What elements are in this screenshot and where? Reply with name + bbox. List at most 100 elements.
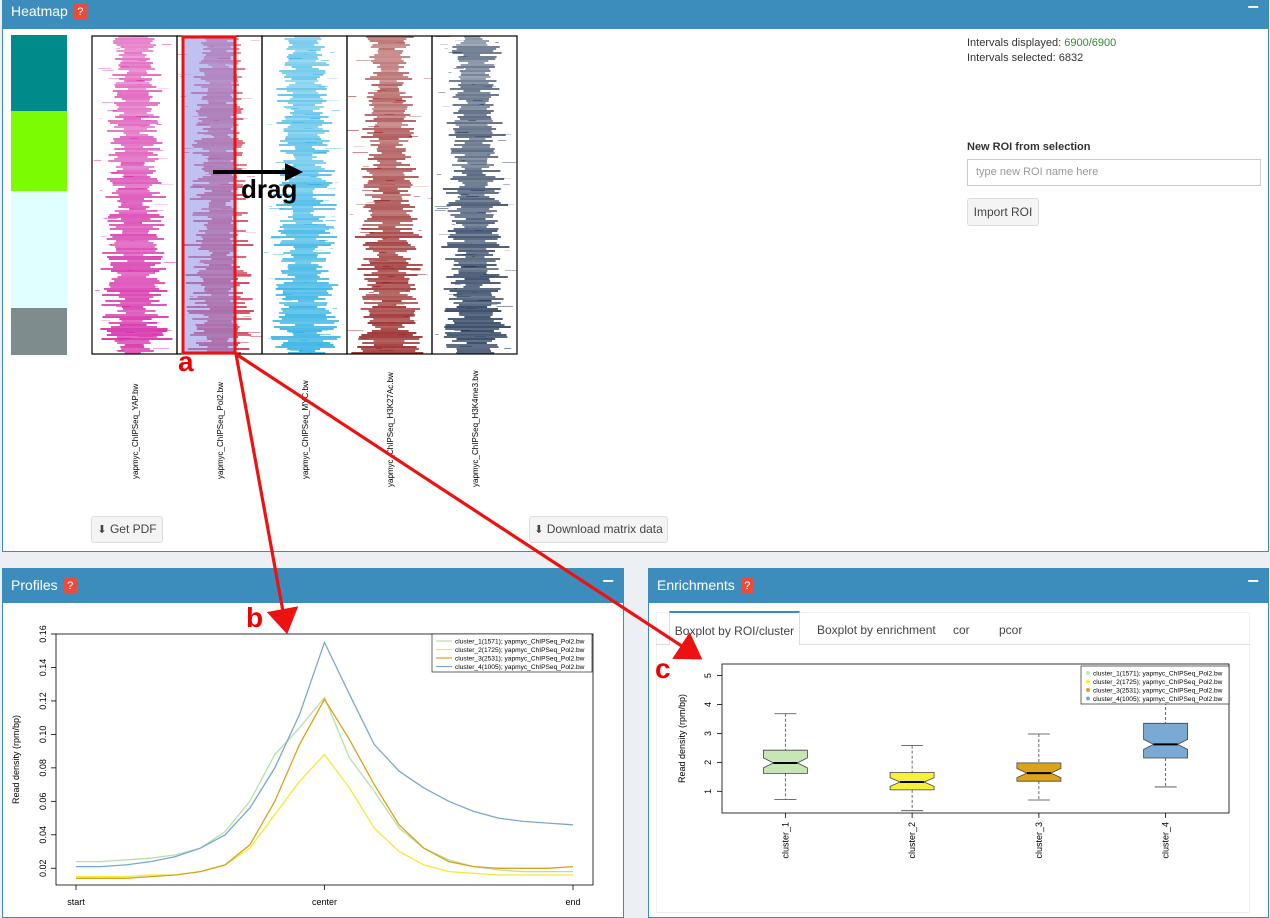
- boxplot-cluster_1: [763, 713, 808, 800]
- legend-label: cluster_1(1571); yapmyc_ChIPSeq_Pol2.bw: [1093, 671, 1223, 678]
- chart-legend: cluster_1(1571); yapmyc_ChIPSeq_Pol2.bwc…: [431, 633, 593, 673]
- track-label-myc: yapmyc_ChIPSeq_MYC.bw: [301, 380, 310, 479]
- download-matrix-label: Download matrix data: [546, 522, 663, 536]
- heatmap-image[interactable]: [91, 35, 518, 356]
- get-pdf-button[interactable]: ⬇ Get PDF: [91, 516, 163, 543]
- y-tick-label: 0.16: [38, 625, 48, 643]
- collapse-button[interactable]: −: [1246, 571, 1260, 590]
- tab-pcor[interactable]: pcor: [999, 623, 1023, 637]
- selection-overlay[interactable]: [183, 37, 235, 353]
- x-tick-label: cluster_1: [780, 822, 790, 859]
- y-tick-label: 0.12: [38, 692, 48, 710]
- enrichments-panel-header: Enrichments? −: [649, 569, 1268, 603]
- y-tick-label: 1: [703, 789, 713, 794]
- series-line: [76, 753, 573, 878]
- intervals-displayed: Intervals displayed: 6900/6900: [967, 37, 1116, 49]
- heatmap-panel-title: Heatmap?: [11, 3, 87, 21]
- roi-name-input[interactable]: type new ROI name here: [967, 159, 1261, 186]
- download-icon: ⬇: [97, 524, 107, 536]
- legend-label: cluster_1(1571); yapmyc_ChIPSeq_Pol2.bw: [455, 639, 585, 646]
- cluster-3-swatch[interactable]: [11, 191, 67, 308]
- y-axis-label: Read density (rpm/bp): [11, 715, 21, 804]
- track-label-h3k4me3: yapmyc_ChIPSeq_H3K4me3.bw: [471, 370, 480, 487]
- collapse-button[interactable]: −: [601, 571, 615, 590]
- x-tick-label: start: [67, 897, 85, 907]
- get-pdf-label: Get PDF: [109, 522, 157, 536]
- tab-boxplot-by-roi-cluster[interactable]: Boxplot by ROI/cluster: [669, 611, 800, 645]
- x-tick-label: end: [565, 897, 580, 907]
- heatmap-track: [91, 35, 178, 355]
- selection-highlight-box: [181, 35, 237, 355]
- track-label-pol2: yapmyc_ChIPSeq_Pol2.bw: [216, 382, 225, 479]
- y-tick-label: 0.08: [38, 759, 48, 777]
- profiles-panel-header: Profiles? −: [3, 569, 623, 603]
- track-label-h3k27ac: yapmyc_ChIPSeq_H3K27Ac.bw: [386, 372, 395, 487]
- cluster-2-swatch[interactable]: [11, 111, 67, 191]
- series-line: [76, 696, 573, 873]
- download-matrix-button[interactable]: ⬇ Download matrix data: [529, 516, 668, 543]
- legend-swatch: [1086, 671, 1090, 675]
- y-axis-label: Read density (rpm/bp): [677, 694, 687, 783]
- annotation-c: c: [655, 653, 671, 684]
- box: [1143, 722, 1188, 759]
- y-tick-label: 0.04: [38, 826, 48, 844]
- intervals-selected-label: Intervals selected:: [967, 52, 1059, 64]
- enrichments-panel-title: Enrichments?: [657, 577, 754, 595]
- help-icon[interactable]: ?: [740, 578, 754, 595]
- y-tick-label: 0.02: [38, 860, 48, 878]
- intervals-displayed-label: Intervals displayed:: [967, 37, 1065, 49]
- y-tick-label: 4: [703, 702, 713, 707]
- download-icon: ⬇: [534, 524, 544, 536]
- x-tick-label: cluster_4: [1161, 822, 1171, 859]
- import-roi-button[interactable]: Import ROI: [967, 198, 1039, 226]
- enrichment-boxplot-chart: 1 2 3 4 5 Read density (rpm/bp) cluster_1 clust…: [677, 663, 1230, 859]
- plot-frame: [55, 633, 594, 886]
- help-icon[interactable]: ?: [63, 578, 77, 595]
- y-tick-label: 2: [703, 760, 713, 765]
- x-tick-label: cluster_3: [1034, 822, 1044, 859]
- profiles-title-text: Profiles: [11, 577, 58, 593]
- y-tick-label: 0.10: [38, 726, 48, 744]
- heatmap-track: [346, 35, 433, 355]
- legend-label: cluster_3(2531); yapmyc_ChIPSeq_Pol2.bw: [455, 656, 585, 663]
- heatmap-track: [261, 35, 348, 355]
- intervals-selected: Intervals selected: 6832: [967, 52, 1083, 64]
- y-tick-label: 5: [703, 673, 713, 678]
- drag-arrow-icon: [285, 163, 303, 181]
- collapse-button[interactable]: −: [1246, 0, 1260, 16]
- legend-swatch: [1086, 688, 1090, 692]
- series-line: [76, 698, 574, 879]
- legend-label: cluster_4(1005); yapmyc_ChIPSeq_Pol2.bw: [455, 664, 585, 671]
- y-tick-label: 3: [703, 731, 713, 736]
- tab-cor[interactable]: cor: [953, 623, 970, 637]
- heatmap-title-text: Heatmap: [11, 3, 68, 19]
- y-tick-label: 0.14: [38, 659, 48, 677]
- annotation-b: b: [246, 602, 264, 633]
- profiles-panel-title: Profiles?: [11, 577, 77, 595]
- enrichments-title-text: Enrichments: [657, 577, 735, 593]
- new-roi-heading: New ROI from selection: [967, 141, 1091, 153]
- legend-label: cluster_4(1005); yapmyc_ChIPSeq_Pol2.bw: [1093, 696, 1223, 703]
- legend-swatch: [1086, 696, 1090, 701]
- y-tick-label: 0.06: [38, 793, 48, 811]
- intervals-selected-value: 6832: [1058, 52, 1084, 64]
- boxplot-cluster_2: [889, 745, 935, 812]
- intervals-displayed-value: 6900/6900: [1064, 37, 1117, 49]
- legend-swatch: [1086, 679, 1090, 684]
- cluster-1-swatch[interactable]: [11, 35, 67, 111]
- tab-boxplot-by-enrichment[interactable]: Boxplot by enrichment: [817, 623, 936, 637]
- help-icon[interactable]: ?: [73, 4, 87, 21]
- boxplot-cluster_3: [1016, 733, 1062, 801]
- legend-label: cluster_2(1725); yapmyc_ChIPSeq_Pol2.bw: [1093, 679, 1223, 686]
- box: [763, 749, 808, 774]
- track-label-yap: yapmyc_ChIPSeq_YAP.bw: [131, 383, 140, 479]
- enrichments-tabs-bar: [656, 644, 1250, 645]
- legend-label: cluster_2(1725); yapmyc_ChIPSeq_Pol2.bw: [455, 647, 585, 654]
- legend-label: cluster_3(2531); yapmyc_ChIPSeq_Pol2.bw: [1093, 688, 1223, 695]
- annotation-a: a: [178, 346, 194, 377]
- cluster-4-swatch[interactable]: [11, 308, 67, 355]
- box: [1016, 762, 1062, 782]
- heatmap-panel-header: Heatmap? −: [3, 0, 1268, 29]
- x-tick-label: center: [312, 897, 337, 907]
- cluster-color-strip: [11, 35, 67, 355]
